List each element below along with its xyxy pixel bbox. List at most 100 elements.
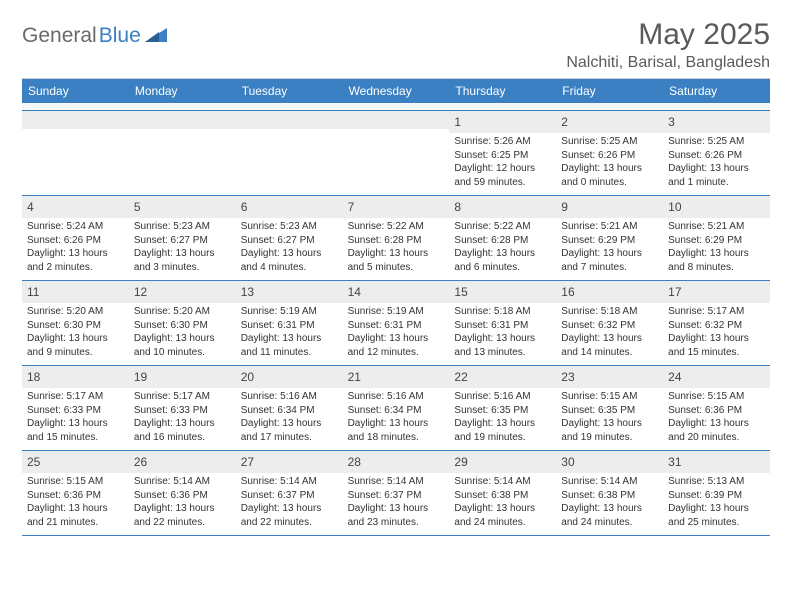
day-number: 30 bbox=[561, 455, 574, 469]
weekday-header: Saturday bbox=[663, 79, 770, 103]
sunset-text: Sunset: 6:30 PM bbox=[134, 319, 231, 333]
day-number: 8 bbox=[454, 200, 461, 214]
daylight-text: Daylight: 13 hours and 22 minutes. bbox=[241, 502, 338, 529]
day-number-row: 22 bbox=[449, 366, 556, 388]
day-number-row: 24 bbox=[663, 366, 770, 388]
day-number: 29 bbox=[454, 455, 467, 469]
day-number: 1 bbox=[454, 115, 461, 129]
day-number: 16 bbox=[561, 285, 574, 299]
sunset-text: Sunset: 6:31 PM bbox=[348, 319, 445, 333]
weekday-header: Friday bbox=[556, 79, 663, 103]
logo: GeneralBlue bbox=[22, 18, 167, 48]
sunset-text: Sunset: 6:27 PM bbox=[134, 234, 231, 248]
sunset-text: Sunset: 6:31 PM bbox=[454, 319, 551, 333]
sunrise-text: Sunrise: 5:20 AM bbox=[27, 305, 124, 319]
day-number-row: 27 bbox=[236, 451, 343, 473]
day-cell: 21Sunrise: 5:16 AMSunset: 6:34 PMDayligh… bbox=[343, 366, 450, 450]
calendar-page: GeneralBlue May 2025 Nalchiti, Barisal, … bbox=[0, 0, 792, 546]
day-number-row: 23 bbox=[556, 366, 663, 388]
daylight-text: Daylight: 13 hours and 16 minutes. bbox=[134, 417, 231, 444]
day-cell: 10Sunrise: 5:21 AMSunset: 6:29 PMDayligh… bbox=[663, 196, 770, 280]
sunrise-text: Sunrise: 5:21 AM bbox=[668, 220, 765, 234]
day-cell: 16Sunrise: 5:18 AMSunset: 6:32 PMDayligh… bbox=[556, 281, 663, 365]
daylight-text: Daylight: 13 hours and 12 minutes. bbox=[348, 332, 445, 359]
logo-text-blue: Blue bbox=[99, 24, 141, 48]
day-cell: 5Sunrise: 5:23 AMSunset: 6:27 PMDaylight… bbox=[129, 196, 236, 280]
day-number-row: 13 bbox=[236, 281, 343, 303]
day-number-row: 10 bbox=[663, 196, 770, 218]
day-number: 18 bbox=[27, 370, 40, 384]
day-number: 17 bbox=[668, 285, 681, 299]
sunset-text: Sunset: 6:31 PM bbox=[241, 319, 338, 333]
sunrise-text: Sunrise: 5:14 AM bbox=[134, 475, 231, 489]
daylight-text: Daylight: 13 hours and 6 minutes. bbox=[454, 247, 551, 274]
day-number-row: 8 bbox=[449, 196, 556, 218]
sunset-text: Sunset: 6:39 PM bbox=[668, 489, 765, 503]
sunrise-text: Sunrise: 5:17 AM bbox=[134, 390, 231, 404]
week-row: 1Sunrise: 5:26 AMSunset: 6:25 PMDaylight… bbox=[22, 111, 770, 196]
sunrise-text: Sunrise: 5:15 AM bbox=[27, 475, 124, 489]
sunset-text: Sunset: 6:28 PM bbox=[348, 234, 445, 248]
day-number: 28 bbox=[348, 455, 361, 469]
sunset-text: Sunset: 6:37 PM bbox=[348, 489, 445, 503]
sunrise-text: Sunrise: 5:25 AM bbox=[668, 135, 765, 149]
sunset-text: Sunset: 6:36 PM bbox=[668, 404, 765, 418]
daylight-text: Daylight: 13 hours and 15 minutes. bbox=[27, 417, 124, 444]
sunrise-text: Sunrise: 5:17 AM bbox=[668, 305, 765, 319]
day-number: 22 bbox=[454, 370, 467, 384]
sunset-text: Sunset: 6:33 PM bbox=[27, 404, 124, 418]
day-number-row: 15 bbox=[449, 281, 556, 303]
sunset-text: Sunset: 6:36 PM bbox=[134, 489, 231, 503]
daylight-text: Daylight: 13 hours and 18 minutes. bbox=[348, 417, 445, 444]
day-number: 31 bbox=[668, 455, 681, 469]
day-cell: 25Sunrise: 5:15 AMSunset: 6:36 PMDayligh… bbox=[22, 451, 129, 535]
sunset-text: Sunset: 6:34 PM bbox=[348, 404, 445, 418]
week-row: 4 Sunrise: 5:24 AMSunset: 6:26 PM Daylight… bbox=[22, 196, 770, 281]
day-number-row: 14 bbox=[343, 281, 450, 303]
day-number-row: 31 bbox=[663, 451, 770, 473]
day-cell-empty bbox=[343, 111, 450, 195]
daylight-text: Daylight: 13 hours and 19 minutes. bbox=[561, 417, 658, 444]
day-cell: 15Sunrise: 5:18 AMSunset: 6:31 PMDayligh… bbox=[449, 281, 556, 365]
sunrise-text: Sunrise: 5:13 AM bbox=[668, 475, 765, 489]
sunset-text: Sunset: 6:29 PM bbox=[668, 234, 765, 248]
day-cell: 18Sunrise: 5:17 AMSunset: 6:33 PMDayligh… bbox=[22, 366, 129, 450]
sunset-text: Sunset: 6:36 PM bbox=[27, 489, 124, 503]
day-number: 20 bbox=[241, 370, 254, 384]
sunrise-text: Sunrise: 5:22 AM bbox=[348, 220, 445, 234]
day-cell-empty bbox=[22, 111, 129, 195]
daylight-text: Daylight: 13 hours and 23 minutes. bbox=[348, 502, 445, 529]
day-number-row: 26 bbox=[129, 451, 236, 473]
day-number: 3 bbox=[668, 115, 675, 129]
sunset-text: Sunset: 6:27 PM bbox=[241, 234, 338, 248]
sunrise-text: Sunrise: 5:14 AM bbox=[348, 475, 445, 489]
weekday-header: Sunday bbox=[22, 79, 129, 103]
daylight-text: Daylight: 13 hours and 7 minutes. bbox=[561, 247, 658, 274]
sunrise-text: Sunrise: 5:15 AM bbox=[668, 390, 765, 404]
sunset-text: Sunset: 6:26 PM bbox=[27, 234, 124, 248]
sunrise-text: Sunrise: 5:24 AM bbox=[27, 220, 124, 234]
day-number-row: 30 bbox=[556, 451, 663, 473]
day-number-row: 5 bbox=[129, 196, 236, 218]
sunset-text: Sunset: 6:32 PM bbox=[668, 319, 765, 333]
day-number-row: 11 bbox=[22, 281, 129, 303]
sunset-text: Sunset: 6:34 PM bbox=[241, 404, 338, 418]
day-number: 11 bbox=[27, 285, 39, 299]
daylight-text: Daylight: 13 hours and 0 minutes. bbox=[561, 162, 658, 189]
day-number: 4 bbox=[27, 200, 34, 214]
day-number-row: 3 bbox=[663, 111, 770, 133]
sunrise-text: Sunrise: 5:25 AM bbox=[561, 135, 658, 149]
day-number: 15 bbox=[454, 285, 467, 299]
day-number-row: 4 bbox=[22, 196, 129, 218]
day-number: 26 bbox=[134, 455, 147, 469]
daylight-text: Daylight: 13 hours and 3 minutes. bbox=[134, 247, 231, 274]
daylight-text: Daylight: 13 hours and 24 minutes. bbox=[561, 502, 658, 529]
day-cell: 30Sunrise: 5:14 AMSunset: 6:38 PMDayligh… bbox=[556, 451, 663, 535]
day-number-row: 18 bbox=[22, 366, 129, 388]
sunrise-text: Sunrise: 5:20 AM bbox=[134, 305, 231, 319]
day-number: 9 bbox=[561, 200, 568, 214]
day-cell: 17Sunrise: 5:17 AMSunset: 6:32 PMDayligh… bbox=[663, 281, 770, 365]
day-number-row: 17 bbox=[663, 281, 770, 303]
daylight-text: Daylight: 13 hours and 9 minutes. bbox=[27, 332, 124, 359]
day-number-row bbox=[236, 111, 343, 129]
